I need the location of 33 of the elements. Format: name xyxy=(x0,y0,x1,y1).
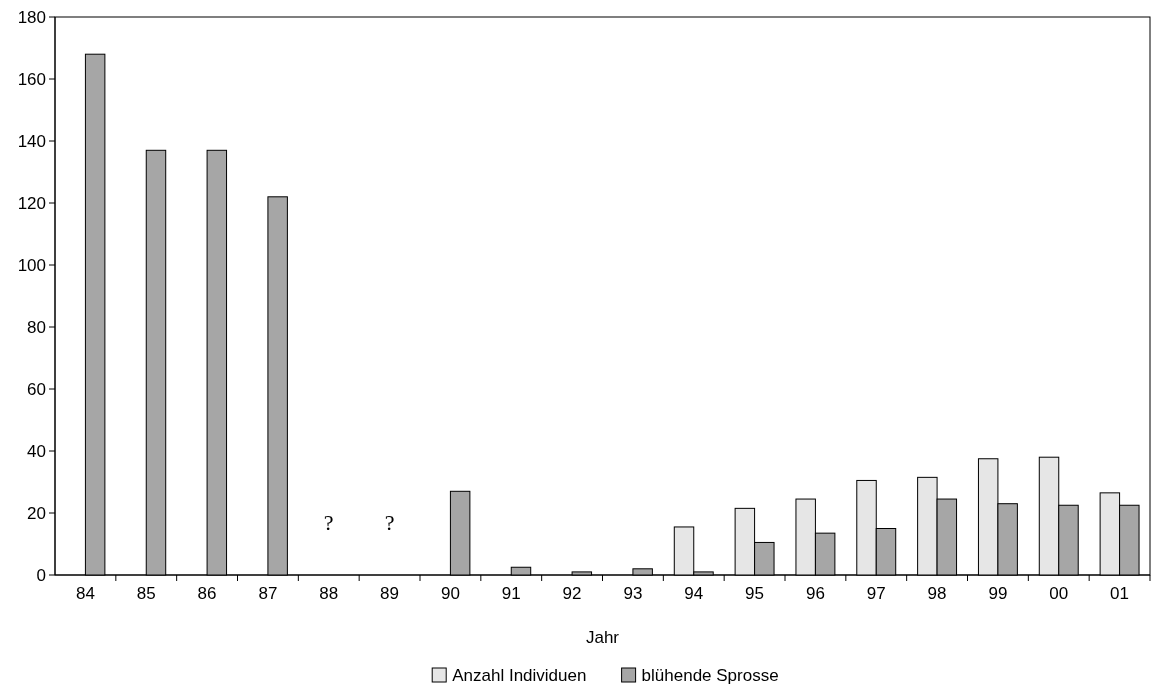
x-tick-label: 84 xyxy=(75,584,95,603)
y-tick-label: 160 xyxy=(17,69,46,89)
x-tick-label: 94 xyxy=(684,584,704,603)
x-tick-label: 01 xyxy=(1110,584,1130,603)
x-tick-label: 99 xyxy=(988,584,1008,603)
x-tick-label: 87 xyxy=(258,584,278,603)
x-tick-label: 95 xyxy=(745,584,765,603)
y-tick-label: 180 xyxy=(17,7,46,27)
x-tick-label: 00 xyxy=(1049,584,1069,603)
x-tick-label: 91 xyxy=(501,584,521,603)
x-tick-label: 90 xyxy=(440,584,460,603)
y-tick-label: 40 xyxy=(27,441,46,461)
annotation: ? xyxy=(323,510,334,535)
x-tick-label: 89 xyxy=(380,584,400,603)
y-tick-label: 60 xyxy=(27,379,46,399)
y-tick-label: 0 xyxy=(36,565,46,585)
x-tick-label: 92 xyxy=(562,584,582,603)
y-tick-label: 20 xyxy=(27,503,46,523)
y-tick-label: 120 xyxy=(17,193,46,213)
x-tick-label: 98 xyxy=(927,584,947,603)
x-tick-label: 85 xyxy=(136,584,156,603)
y-tick-label: 100 xyxy=(17,255,46,275)
annotation: ? xyxy=(384,510,395,535)
x-axis-title: Jahr xyxy=(585,628,620,647)
x-tick-label: 88 xyxy=(319,584,339,603)
y-tick-label: 80 xyxy=(27,317,46,337)
legend-label: Anzahl Individuen xyxy=(452,665,587,685)
x-tick-label: 93 xyxy=(623,584,643,603)
x-tick-label: 96 xyxy=(805,584,825,603)
x-tick-label: 97 xyxy=(866,584,886,603)
legend-label: blühende Sprosse xyxy=(641,665,779,685)
y-tick-label: 140 xyxy=(17,131,46,151)
x-tick-label: 86 xyxy=(197,584,217,603)
